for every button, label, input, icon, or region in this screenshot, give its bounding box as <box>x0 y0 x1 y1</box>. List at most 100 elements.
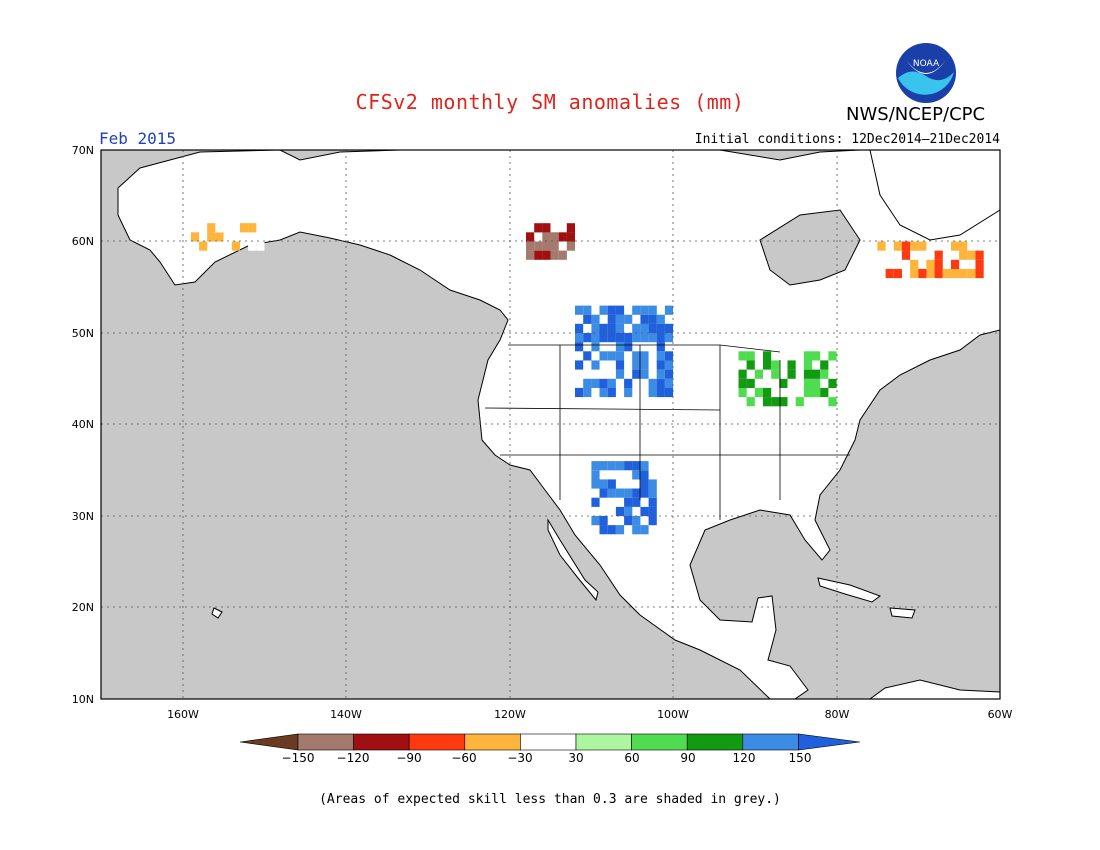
anomaly-cell <box>583 333 592 343</box>
anomaly-cell <box>959 268 968 279</box>
anomaly-cell <box>607 461 616 471</box>
anomaly-cell <box>640 479 649 489</box>
anomaly-cell <box>910 259 919 269</box>
anomaly-cell <box>648 378 657 388</box>
legend-swatch <box>464 733 521 751</box>
anomaly-cell <box>566 232 575 242</box>
anomaly-cell <box>575 387 584 398</box>
anomaly-cell <box>648 516 657 526</box>
legend-label: 60 <box>624 751 639 765</box>
anomaly-cell <box>534 250 543 260</box>
anomaly-cell <box>640 351 649 361</box>
anomaly-cell <box>542 232 551 242</box>
anomaly-cell <box>664 369 674 379</box>
legend-swatch <box>631 733 688 751</box>
anomaly-cell <box>558 232 567 242</box>
anomaly-cell <box>607 314 616 324</box>
anomaly-cell <box>256 232 265 242</box>
anomaly-cell <box>599 323 608 333</box>
anomaly-cell <box>828 378 837 388</box>
legend-swatch <box>353 733 410 751</box>
anomaly-cell <box>746 397 755 407</box>
anomaly-cell <box>615 506 625 517</box>
anomaly-cell <box>615 360 625 370</box>
anomaly-cell <box>607 378 616 388</box>
anomaly-cell <box>231 223 240 233</box>
anomaly-cell <box>583 351 592 361</box>
anomaly-cell <box>942 268 951 279</box>
legend-label: −90 <box>396 751 421 765</box>
anomaly-cell <box>975 268 984 279</box>
anomaly-cell <box>820 387 829 398</box>
anomaly-cell <box>248 223 257 233</box>
anomaly-cell <box>779 378 788 388</box>
anomaly-cell <box>640 314 649 324</box>
anomaly-cell <box>738 351 747 361</box>
anomaly-cell <box>256 241 265 251</box>
anomaly-cell <box>656 333 665 343</box>
anomaly-cell <box>656 387 665 398</box>
anomaly-cell <box>901 250 911 260</box>
lat-label: 20N <box>72 601 94 614</box>
anomaly-cell <box>248 232 257 242</box>
anomaly-cell <box>640 323 649 333</box>
initial-conditions: Initial conditions: 12Dec2014–21Dec2014 <box>694 132 1000 147</box>
anomaly-cell <box>583 387 592 398</box>
anomaly-cell <box>599 488 608 498</box>
anomaly-cell <box>632 497 641 507</box>
anomaly-cell <box>575 305 584 315</box>
anomaly-cell <box>763 387 772 398</box>
anomaly-cell <box>624 497 633 507</box>
anomaly-cell <box>746 378 755 388</box>
legend-label: −120 <box>337 751 370 765</box>
anomaly-cell <box>624 333 633 343</box>
anomaly-cell <box>640 369 649 379</box>
legend-swatch <box>742 733 799 751</box>
legend-arrow-low <box>239 733 299 751</box>
map-frame <box>100 149 1001 700</box>
anomaly-cell <box>967 250 976 260</box>
anomaly-cell <box>656 323 665 333</box>
legend-label: −30 <box>507 751 532 765</box>
anomaly-cell <box>575 323 584 333</box>
anomaly-cell <box>542 250 551 260</box>
anomaly-cell <box>615 488 625 498</box>
anomaly-cell <box>812 378 821 388</box>
anomaly-cell <box>803 360 813 370</box>
anomaly-cell <box>599 378 608 388</box>
anomaly-cell <box>820 369 829 379</box>
anomaly-cell <box>591 314 600 324</box>
legend-labels: −150 −120 −90 −60 −30 30 60 90 120 150 <box>282 751 812 765</box>
noaa-logo: NOAA <box>896 43 956 103</box>
logo-text: NOAA <box>913 59 940 69</box>
anomaly-cell <box>550 250 559 260</box>
anomaly-cell <box>624 342 633 352</box>
legend-swatch <box>575 733 632 751</box>
anomaly-cell <box>763 351 772 361</box>
legend-swatch <box>686 733 744 751</box>
anomaly-cell <box>615 323 625 333</box>
anomaly-cell <box>893 241 902 251</box>
anomaly-cell <box>599 479 608 489</box>
anomaly-cell <box>664 360 674 370</box>
anomaly-cell <box>239 232 249 242</box>
anomaly-cell <box>632 369 641 379</box>
anomaly-cell <box>223 232 232 242</box>
legend-swatch <box>408 733 466 751</box>
anomaly-cell <box>648 506 657 517</box>
anomaly-cell <box>591 516 600 526</box>
anomaly-cell <box>239 223 249 233</box>
anomaly-cell <box>910 241 919 251</box>
anomaly-cell <box>664 305 674 315</box>
anomaly-cell <box>803 387 813 398</box>
lat-label: 70N <box>72 144 94 157</box>
anomaly-cell <box>599 333 608 343</box>
anomaly-cell <box>591 323 600 333</box>
anomaly-cell <box>607 525 616 535</box>
anomaly-cell <box>615 342 625 352</box>
anomaly-cell <box>926 268 935 279</box>
lat-label: 40N <box>72 418 94 431</box>
anomaly-cell <box>632 461 641 471</box>
anomaly-cell <box>599 387 608 398</box>
anomaly-cell <box>918 241 927 251</box>
